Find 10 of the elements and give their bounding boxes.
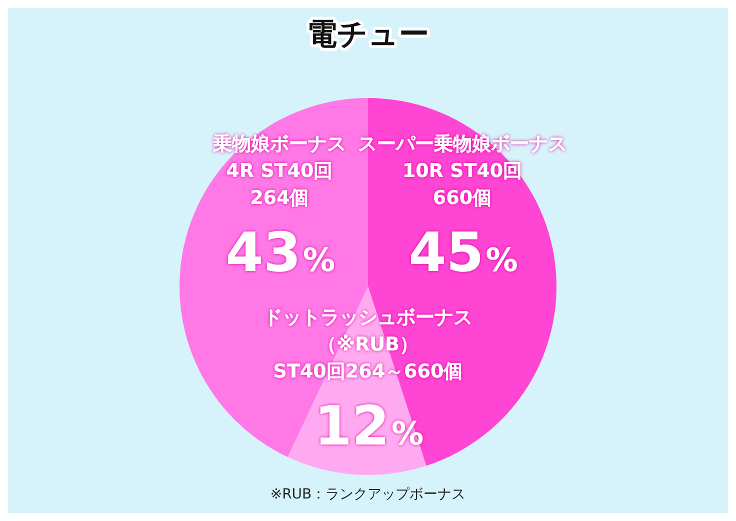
text: 10R ST40回 xyxy=(402,160,522,182)
data-label: 43% xyxy=(226,221,336,284)
text: 264個 xyxy=(250,187,309,210)
text: ※RUB：ランクアップボーナス xyxy=(270,486,466,503)
data-label: 45% xyxy=(408,221,518,284)
slice-label: ドットラッシュボーナス xyxy=(264,306,472,328)
chart-title: 電チュー xyxy=(307,16,429,52)
text: 660個 xyxy=(432,187,492,210)
text: 4R ST40回 xyxy=(226,160,333,182)
slice-label: スーパー乗物娘ボーナス xyxy=(358,133,567,156)
